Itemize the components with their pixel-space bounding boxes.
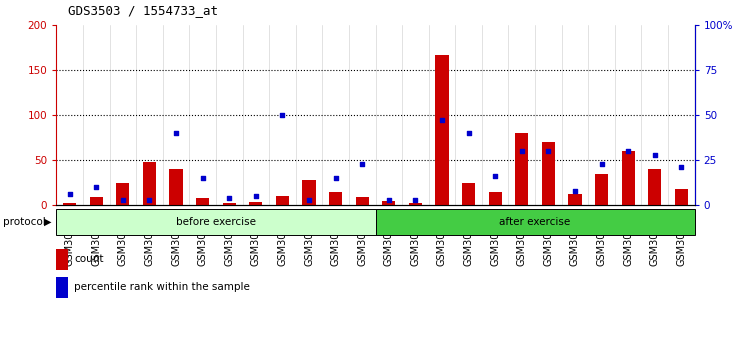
Point xyxy=(596,161,608,167)
Point xyxy=(436,118,448,123)
Point xyxy=(463,130,475,136)
Point xyxy=(330,176,342,181)
Bar xyxy=(116,183,129,205)
Bar xyxy=(541,142,555,205)
Point xyxy=(170,130,182,136)
Bar xyxy=(355,197,369,205)
Point xyxy=(675,165,687,170)
Bar xyxy=(63,202,77,205)
Bar xyxy=(303,180,315,205)
Bar xyxy=(56,277,68,298)
Text: percentile rank within the sample: percentile rank within the sample xyxy=(74,282,250,292)
Point xyxy=(542,148,554,154)
Bar xyxy=(595,174,608,205)
Bar xyxy=(382,201,396,205)
Text: after exercise: after exercise xyxy=(499,217,571,227)
Bar xyxy=(489,192,502,205)
Bar xyxy=(648,169,662,205)
Text: protocol: protocol xyxy=(3,217,46,227)
Point xyxy=(117,197,129,203)
Point xyxy=(569,188,581,194)
Point xyxy=(516,148,528,154)
Bar xyxy=(622,151,635,205)
Bar xyxy=(409,202,422,205)
Bar xyxy=(515,133,529,205)
Bar xyxy=(569,194,581,205)
Point xyxy=(303,197,315,203)
Bar xyxy=(462,183,475,205)
Bar xyxy=(143,162,156,205)
Bar xyxy=(56,209,376,235)
Bar xyxy=(376,209,695,235)
Point xyxy=(223,195,235,201)
Point xyxy=(489,173,501,179)
Point xyxy=(90,184,102,190)
Text: count: count xyxy=(74,254,104,264)
Bar xyxy=(436,55,448,205)
Bar xyxy=(249,202,262,205)
Bar xyxy=(196,198,210,205)
Text: ▶: ▶ xyxy=(44,217,51,227)
Point xyxy=(197,176,209,181)
Text: before exercise: before exercise xyxy=(176,217,256,227)
Point xyxy=(64,192,76,197)
Text: GDS3503 / 1554733_at: GDS3503 / 1554733_at xyxy=(68,4,218,17)
Point xyxy=(622,148,634,154)
Bar xyxy=(329,192,342,205)
Bar xyxy=(89,197,103,205)
Point xyxy=(356,161,368,167)
Point xyxy=(250,193,262,199)
Bar xyxy=(222,202,236,205)
Point xyxy=(409,197,421,203)
Point xyxy=(649,152,661,158)
Bar xyxy=(56,249,68,270)
Point xyxy=(276,112,288,118)
Bar xyxy=(276,196,289,205)
Point xyxy=(383,197,395,203)
Bar xyxy=(170,169,182,205)
Bar xyxy=(674,189,688,205)
Point xyxy=(143,197,155,203)
